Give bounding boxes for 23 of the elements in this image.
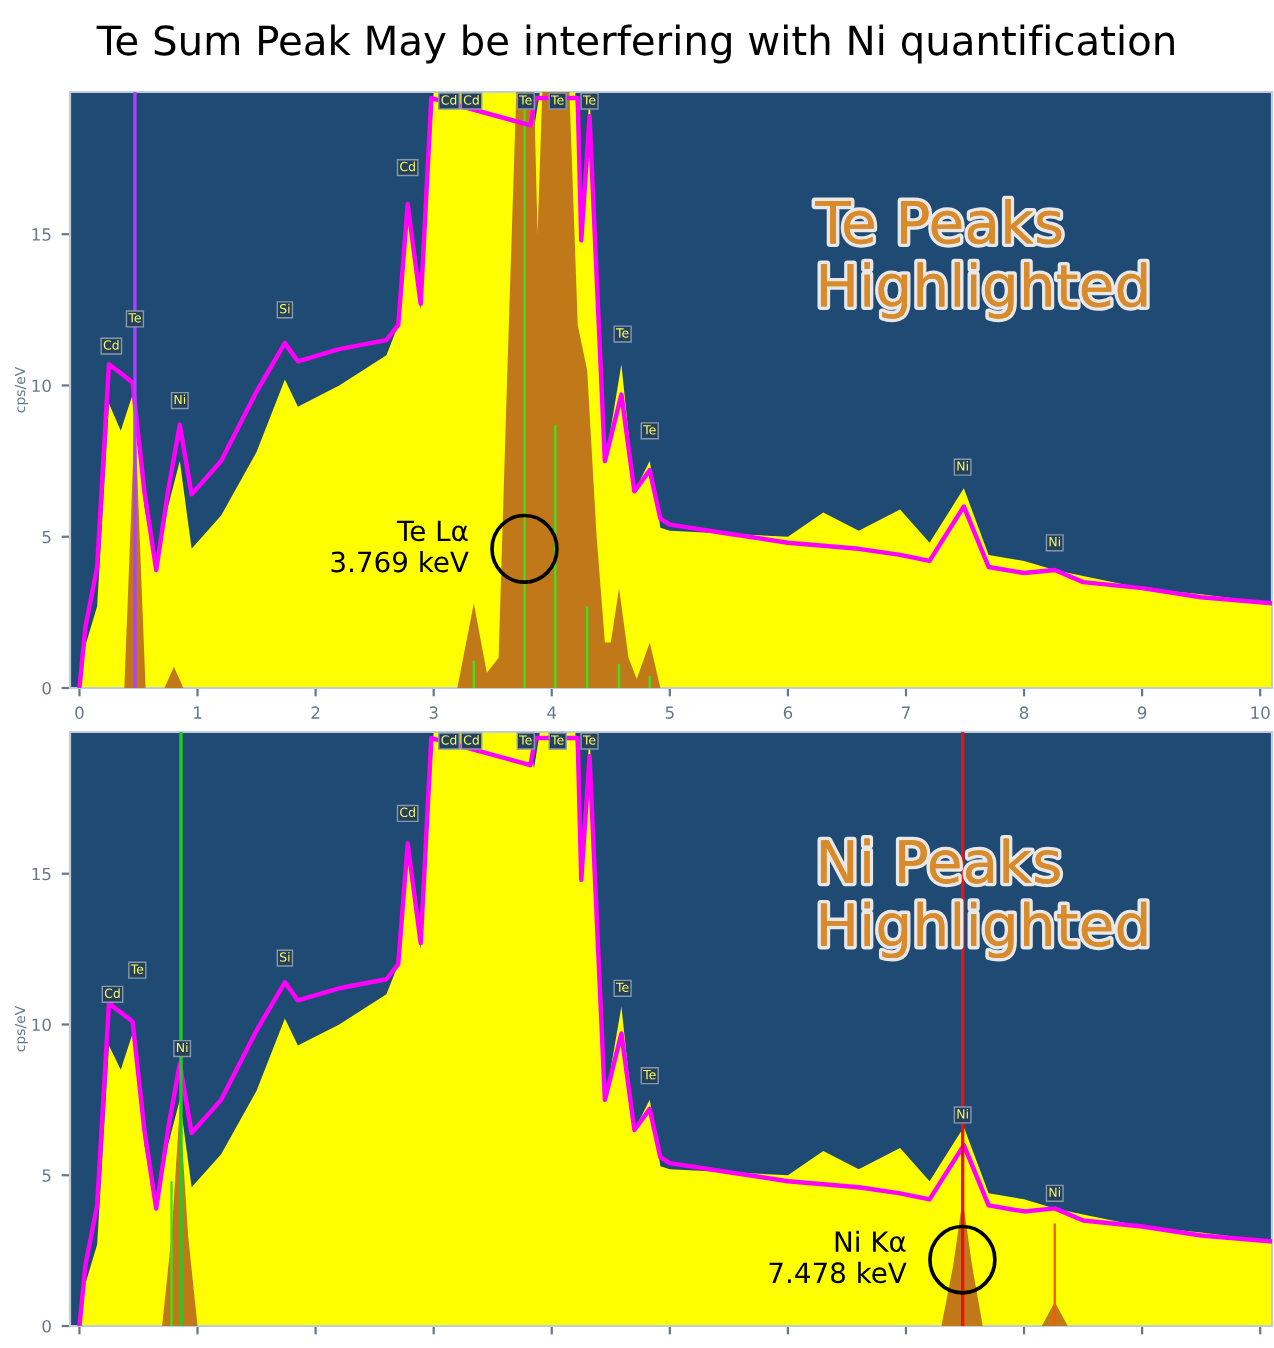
x-tick-label: 10 [1251, 706, 1270, 719]
chart-title: Te Sum Peak May be interfering with Ni quantification [96, 24, 1174, 64]
y-tick-label: 0 [42, 681, 51, 695]
x-tick-label: 0 [75, 706, 84, 719]
y-tick-label: 5 [42, 1169, 51, 1182]
x-tick-label: 3 [429, 706, 438, 719]
annotation: Te Lα 3.769 keV [331, 520, 469, 573]
y-tick-label: 5 [42, 530, 51, 544]
x-tick-label: 7 [902, 706, 910, 719]
y-tick-label: 15 [32, 228, 51, 241]
y-tick-label: 10 [32, 379, 51, 393]
y-tick-label: 15 [32, 867, 51, 881]
x-tick-label: 2 [311, 706, 320, 719]
x-tick-label: 9 [1137, 706, 1147, 719]
x-tick-label: 8 [1019, 706, 1029, 719]
x-tick-label: 5 [665, 706, 674, 719]
y-tick-label: 0 [42, 1319, 51, 1333]
annotation: Ni Kα 7.478 keV [769, 1230, 907, 1284]
x-tick-label: 1 [194, 706, 202, 719]
annotation: Te Peaks Highlighted [815, 199, 1147, 319]
x-tick-label: 6 [783, 706, 793, 719]
y-tick-label: 10 [32, 1018, 51, 1032]
x-tick-label: 4 [547, 706, 557, 719]
